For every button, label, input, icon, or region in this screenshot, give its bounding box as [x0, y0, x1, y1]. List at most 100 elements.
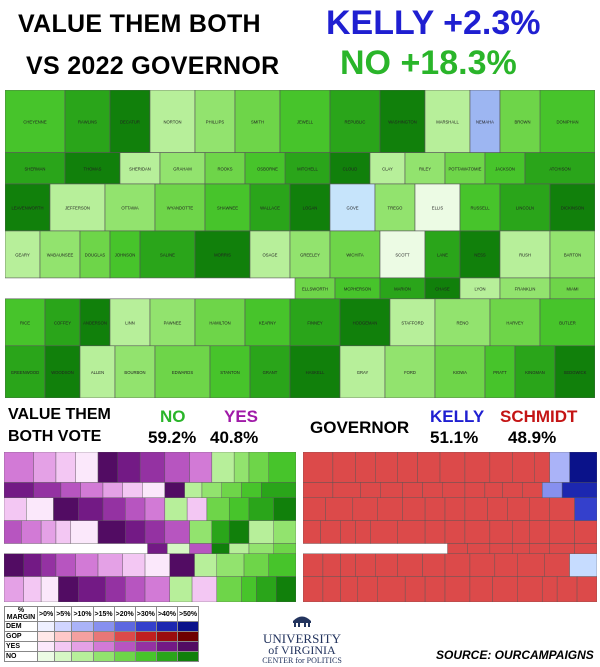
county-label: GRAHAM	[173, 166, 192, 171]
title-line-2: VS 2022 GOVERNOR	[26, 52, 280, 80]
county-shape	[397, 520, 426, 544]
logo-line-1: UNIVERSITY	[263, 631, 341, 646]
legend-swatch	[36, 651, 56, 662]
county-shape	[78, 576, 106, 602]
county-shape	[561, 482, 597, 498]
county-shape	[201, 482, 222, 498]
county-shape	[464, 497, 488, 521]
county-label: PRATT	[493, 370, 507, 375]
kelly-pct: 51.1%	[430, 428, 479, 447]
county-shape	[529, 520, 550, 544]
logo-line-2: of VIRGINIA	[268, 643, 336, 657]
county-shape	[512, 452, 535, 483]
county-shape	[40, 520, 57, 544]
county-shape	[33, 482, 62, 498]
county-shape	[444, 520, 466, 544]
county-shape	[332, 452, 356, 483]
legend-swatch	[134, 651, 157, 662]
county-shape	[303, 452, 334, 483]
county-label: WYANDOTTE	[167, 206, 194, 211]
county-label: SCOTT	[395, 253, 410, 258]
county-label: ATCHISON	[549, 166, 570, 171]
county-shape	[469, 576, 493, 602]
county-shape	[402, 497, 426, 521]
county-shape	[119, 152, 161, 185]
kelly-label: KELLY	[430, 407, 485, 426]
county-shape	[549, 183, 595, 232]
county-shape	[5, 230, 41, 279]
county-label: KEARNY	[259, 320, 276, 325]
county-label: MIAMI	[566, 286, 578, 291]
legend-swatch	[92, 651, 115, 662]
county-shape	[125, 497, 146, 521]
county-shape	[144, 553, 170, 577]
county-shape	[228, 520, 250, 544]
county-label: PHILLIPS	[206, 119, 225, 124]
county-label: JEWELL	[297, 119, 314, 124]
county-label: RENO	[456, 320, 469, 325]
county-shape	[424, 520, 446, 544]
logo-line-3: CENTER for POLITICS	[262, 656, 342, 665]
county-shape	[79, 298, 111, 347]
county-shape	[329, 152, 371, 185]
county-shape	[268, 452, 296, 483]
county-shape	[484, 482, 503, 498]
legend-swatch	[176, 621, 200, 632]
county-shape	[23, 576, 42, 602]
county-shape	[467, 543, 491, 554]
county-label: SHERIDAN	[129, 166, 151, 171]
county-shape	[169, 553, 195, 577]
county-shape	[149, 298, 196, 347]
county-label: GRAY	[357, 370, 369, 375]
county-shape	[53, 497, 79, 521]
county-shape	[576, 576, 597, 602]
county-shape	[216, 553, 245, 577]
county-label: TREGO	[388, 206, 404, 211]
county-shape	[289, 183, 331, 232]
county-label: THOMAS	[84, 166, 102, 171]
county-label: LINCOLN	[516, 206, 534, 211]
county-shape	[4, 482, 34, 498]
legend-bin: >10%	[71, 606, 94, 622]
gov-heading: GOVERNOR	[310, 418, 410, 437]
legend-swatch	[71, 621, 94, 632]
county-label: SEDGWICK	[564, 370, 587, 375]
county-label: ALLEN	[91, 370, 104, 375]
county-shape	[273, 497, 296, 521]
county-shape	[167, 543, 190, 554]
county-shape	[211, 543, 230, 554]
legend-swatch	[155, 631, 178, 642]
county-shape	[186, 497, 208, 521]
county-label: WALLACE	[260, 206, 280, 211]
legend-row-label: NO	[4, 651, 38, 662]
county-shape	[221, 482, 242, 498]
county-label: NESS	[474, 253, 486, 258]
county-shape	[517, 553, 545, 577]
county-shape	[569, 553, 597, 577]
county-shape	[164, 520, 190, 544]
county-shape	[117, 452, 141, 483]
legend-swatch	[134, 621, 157, 632]
legend-swatch	[54, 621, 73, 632]
county-label: RUSH	[519, 253, 531, 258]
county-label: FINNEY	[307, 320, 323, 325]
county-shape	[489, 520, 513, 544]
legend-swatch	[54, 651, 73, 662]
county-shape	[248, 543, 274, 554]
county-shape	[5, 298, 46, 347]
county-label: COFFEY	[54, 320, 71, 325]
county-shape	[194, 298, 246, 347]
county-label: GEARY	[15, 253, 30, 258]
county-shape	[149, 90, 196, 153]
legend-swatch	[54, 631, 73, 642]
county-shape	[434, 345, 486, 398]
county-shape	[26, 497, 54, 521]
vtb-county-map	[4, 452, 296, 602]
county-label: LINN	[125, 320, 135, 325]
county-label: BARTON	[564, 253, 581, 258]
county-label: SHAWNEE	[217, 206, 238, 211]
county-label: OSBORNE	[257, 166, 278, 171]
county-shape	[23, 553, 42, 577]
county-shape	[144, 576, 170, 602]
county-label: LYON	[474, 286, 485, 291]
